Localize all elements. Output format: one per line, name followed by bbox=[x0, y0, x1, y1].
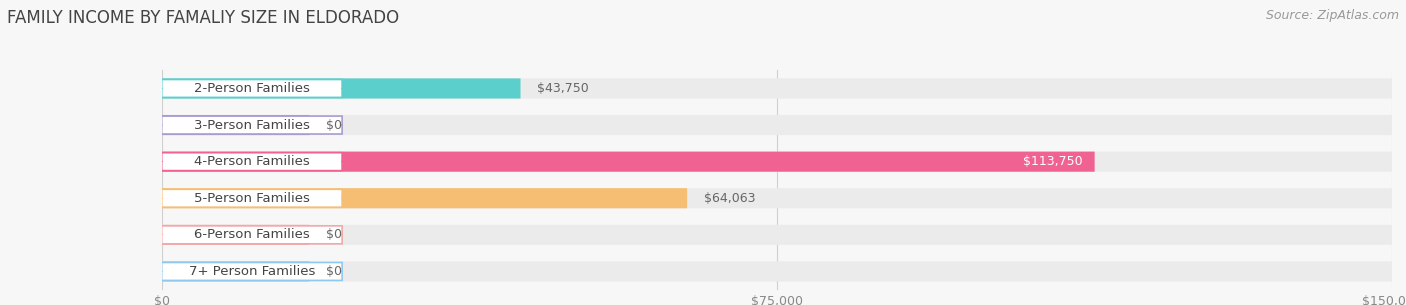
FancyBboxPatch shape bbox=[162, 225, 309, 245]
FancyBboxPatch shape bbox=[162, 225, 1392, 245]
Text: $43,750: $43,750 bbox=[537, 82, 589, 95]
FancyBboxPatch shape bbox=[162, 152, 1392, 172]
Text: $0: $0 bbox=[326, 119, 342, 131]
Text: 5-Person Families: 5-Person Families bbox=[194, 192, 309, 205]
Text: 6-Person Families: 6-Person Families bbox=[194, 228, 309, 241]
Text: 3-Person Families: 3-Person Families bbox=[194, 119, 309, 131]
FancyBboxPatch shape bbox=[162, 80, 342, 97]
Text: $0: $0 bbox=[326, 228, 342, 241]
Text: Source: ZipAtlas.com: Source: ZipAtlas.com bbox=[1265, 9, 1399, 22]
FancyBboxPatch shape bbox=[162, 263, 342, 280]
FancyBboxPatch shape bbox=[162, 261, 1392, 282]
FancyBboxPatch shape bbox=[162, 188, 688, 208]
Text: $0: $0 bbox=[326, 265, 342, 278]
Text: $64,063: $64,063 bbox=[703, 192, 755, 205]
FancyBboxPatch shape bbox=[162, 226, 342, 244]
FancyBboxPatch shape bbox=[162, 115, 1392, 135]
FancyBboxPatch shape bbox=[162, 78, 520, 99]
FancyBboxPatch shape bbox=[162, 78, 1392, 99]
FancyBboxPatch shape bbox=[162, 116, 342, 134]
FancyBboxPatch shape bbox=[162, 153, 342, 170]
FancyBboxPatch shape bbox=[162, 189, 342, 207]
Text: 7+ Person Families: 7+ Person Families bbox=[188, 265, 315, 278]
FancyBboxPatch shape bbox=[162, 152, 1095, 172]
Text: 2-Person Families: 2-Person Families bbox=[194, 82, 309, 95]
Text: FAMILY INCOME BY FAMALIY SIZE IN ELDORADO: FAMILY INCOME BY FAMALIY SIZE IN ELDORAD… bbox=[7, 9, 399, 27]
Text: $113,750: $113,750 bbox=[1022, 155, 1083, 168]
FancyBboxPatch shape bbox=[162, 261, 309, 282]
FancyBboxPatch shape bbox=[162, 115, 309, 135]
FancyBboxPatch shape bbox=[162, 188, 1392, 208]
Text: 4-Person Families: 4-Person Families bbox=[194, 155, 309, 168]
